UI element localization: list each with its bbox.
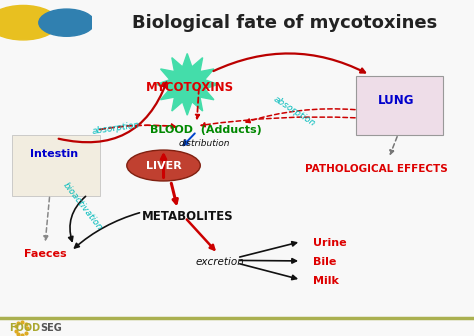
Text: LIVER: LIVER bbox=[146, 161, 182, 170]
Text: bioactivation: bioactivation bbox=[62, 181, 104, 233]
FancyBboxPatch shape bbox=[12, 135, 100, 196]
FancyBboxPatch shape bbox=[356, 76, 443, 135]
Text: excretion: excretion bbox=[196, 257, 245, 267]
Polygon shape bbox=[156, 53, 218, 115]
Text: absorption: absorption bbox=[91, 120, 141, 136]
Text: Bile: Bile bbox=[313, 257, 336, 267]
Text: Urine: Urine bbox=[313, 238, 346, 248]
Text: LUNG: LUNG bbox=[377, 94, 414, 107]
Text: METABOLITES: METABOLITES bbox=[141, 210, 233, 222]
Text: absorption: absorption bbox=[271, 94, 317, 128]
Text: SEG: SEG bbox=[40, 323, 62, 333]
Text: BLOOD  (Adducts): BLOOD (Adducts) bbox=[150, 125, 262, 135]
Circle shape bbox=[0, 5, 58, 40]
Text: PATHOLOGICAL EFFECTS: PATHOLOGICAL EFFECTS bbox=[305, 164, 448, 174]
Text: Milk: Milk bbox=[313, 276, 339, 286]
Text: MYCOTOXINS: MYCOTOXINS bbox=[146, 81, 234, 93]
Text: distribution: distribution bbox=[179, 139, 230, 148]
Text: Biological fate of mycotoxines: Biological fate of mycotoxines bbox=[132, 14, 437, 32]
Ellipse shape bbox=[127, 150, 200, 181]
Circle shape bbox=[39, 9, 94, 36]
Text: Intestin: Intestin bbox=[30, 149, 79, 159]
Text: Faeces: Faeces bbox=[24, 249, 66, 259]
Text: FOOD: FOOD bbox=[9, 323, 40, 333]
